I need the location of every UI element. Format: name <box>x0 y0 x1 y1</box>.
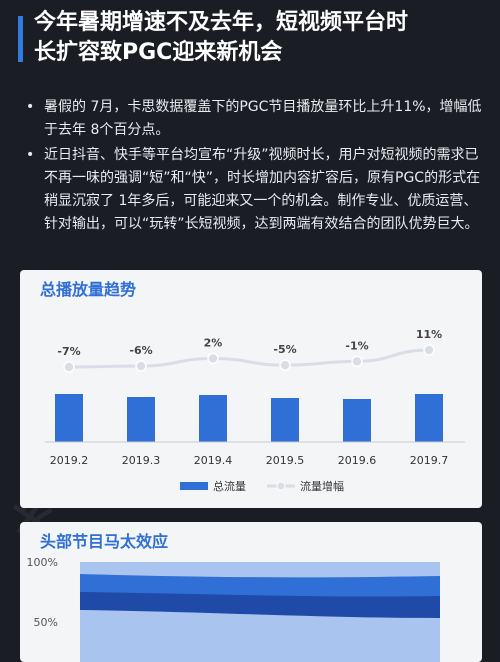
bullet-text: 近日抖音、快手等平台均宣布“升级”视频时长，用户对短视频的需求已不再一味的强调“… <box>44 147 481 232</box>
growth-point <box>135 360 147 372</box>
matthew-effect-chart-panel: 头部节目马太效应 100% 50% <box>20 522 482 662</box>
area-band-bottom <box>80 610 440 662</box>
title-line-1: 今年暑期增速不及去年，短视频平台时 <box>34 10 409 35</box>
growth-point <box>351 355 363 368</box>
growth-point <box>423 344 435 356</box>
growth-data-label: -1% <box>345 339 368 352</box>
legend-bar-label: 总流量 <box>213 479 246 493</box>
growth-data-label: 11% <box>416 328 442 341</box>
growth-point <box>279 359 291 371</box>
bar-2019.2 <box>55 394 83 442</box>
bullet-item: • 暑假的 7月，卡思数据覆盖下的PGC节目播放量环比上升11%，增幅低于去年 8… <box>22 96 484 142</box>
x-tick-label: 2019.3 <box>122 454 161 467</box>
x-tick-label: 2019.6 <box>338 454 377 467</box>
chart-title: 头部节目马太效应 <box>40 532 169 551</box>
bar-2019.7 <box>415 394 443 442</box>
bullet-list: • 暑假的 7月，卡思数据覆盖下的PGC节目播放量环比上升11%，增幅低于去年 8… <box>22 96 484 238</box>
growth-data-label: 2% <box>204 337 223 350</box>
legend-bar-swatch <box>180 482 208 490</box>
x-tick-label: 2019.5 <box>266 454 305 467</box>
bullet-dot-icon: • <box>26 99 35 115</box>
matthew-effect-chart: 100% 50% <box>27 556 440 662</box>
bar-2019.3 <box>127 397 155 442</box>
growth-point <box>63 361 75 373</box>
title-accent-bar <box>18 16 23 62</box>
title-line-2: 长扩容致PGC迎来新机会 <box>34 40 283 65</box>
growth-data-label: -7% <box>57 345 80 358</box>
legend-line-label: 流量增幅 <box>300 479 344 493</box>
growth-data-label: -6% <box>129 344 152 357</box>
bar-2019.6 <box>343 399 371 442</box>
x-tick-label: 2019.2 <box>50 454 89 467</box>
page-title: 今年暑期增速不及去年，短视频平台时 长扩容致PGC迎来新机会 <box>34 8 489 68</box>
y-tick-label: 100% <box>27 556 58 569</box>
total-plays-chart: 2019.2 2019.3 2019.4 2019.5 2019.6 2019.7 -7% -… <box>45 328 465 493</box>
total-plays-chart-panel: 总播放量趋势 2019.2 2019.3 2019.4 2019.5 2019.6 201… <box>20 270 482 508</box>
bullet-text: 暑假的 7月，卡思数据覆盖下的PGC节目播放量环比上升11%，增幅低于去年 8个… <box>44 99 482 138</box>
bullet-dot-icon: • <box>26 147 35 163</box>
bar-2019.5 <box>271 398 299 442</box>
growth-data-label: -5% <box>273 343 296 356</box>
chart-title: 总播放量趋势 <box>40 280 137 299</box>
bullet-item: • 近日抖音、快手等平台均宣布“升级”视频时长，用户对短视频的需求已不再一味的强调… <box>22 144 484 236</box>
growth-line <box>68 348 430 369</box>
growth-point <box>207 352 219 365</box>
bar-2019.4 <box>199 395 227 442</box>
x-tick-label: 2019.4 <box>194 454 233 467</box>
legend-line-marker <box>276 481 286 491</box>
x-tick-label: 2019.7 <box>410 454 449 467</box>
y-tick-label: 50% <box>34 616 58 629</box>
